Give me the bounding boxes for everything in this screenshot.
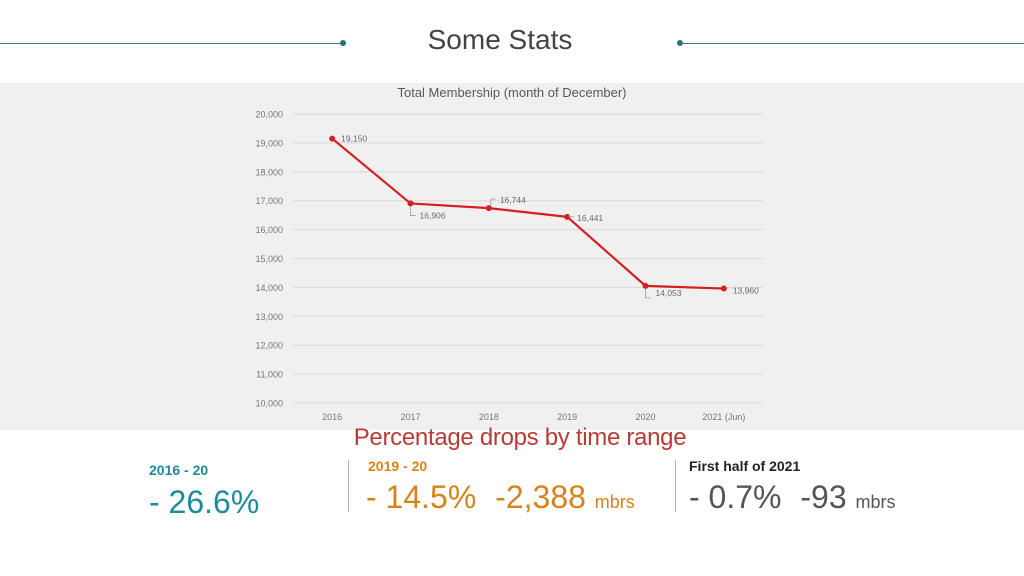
y-tick-label: 13,000	[255, 312, 283, 322]
data-label: 16,906	[420, 210, 446, 220]
range-percent-first-half-2021: - 0.7% -93 mbrs	[689, 479, 896, 516]
x-tick-label: 2021 (Jun)	[702, 412, 745, 422]
data-label: 16,744	[500, 195, 526, 205]
y-tick-label: 14,000	[255, 283, 283, 293]
member-drop: -93	[800, 479, 847, 515]
y-tick-label: 11,000	[256, 370, 283, 380]
data-point	[564, 213, 571, 220]
y-tick-label: 12,000	[255, 341, 283, 351]
header-rule-left	[0, 43, 343, 44]
member-drop: -2,388	[495, 479, 586, 515]
chart-area	[0, 83, 1024, 430]
series-line	[331, 137, 724, 290]
data-label-leader	[568, 214, 575, 218]
header-rule-right	[680, 43, 1024, 44]
divider-right	[675, 460, 676, 512]
drops-title: Percentage drops by time range	[353, 424, 687, 451]
data-label: 14,053	[656, 288, 682, 298]
range-label-first-half-2021: First half of 2021	[689, 458, 801, 474]
membership-line-chart: Total Membership (month of December) 10,…	[255, 85, 763, 422]
range-label-2019-20: 2019 - 20	[368, 458, 428, 474]
divider-left	[348, 460, 349, 512]
data-point	[642, 282, 649, 289]
y-tick-label: 18,000	[255, 167, 283, 177]
data-point	[407, 200, 414, 207]
percent-value: - 0.7%	[689, 479, 782, 515]
x-tick-label: 2019	[557, 412, 577, 422]
y-tick-label: 20,000	[255, 110, 283, 120]
x-tick-label: 2018	[479, 412, 499, 422]
percent-value: - 14.5%	[366, 479, 477, 515]
y-tick-label: 16,000	[255, 225, 283, 235]
data-point	[329, 135, 336, 142]
data-label: 13,960	[733, 286, 759, 296]
header-dot-left	[340, 40, 346, 46]
x-tick-label: 2016	[322, 412, 342, 422]
data-point	[485, 205, 492, 212]
y-tick-label: 17,000	[255, 196, 283, 206]
chart-title: Total Membership (month of December)	[397, 85, 626, 100]
x-tick-label: 2020	[635, 412, 655, 422]
y-tick-label: 15,000	[255, 254, 283, 264]
member-unit: mbrs	[855, 492, 896, 512]
page-title: Some Stats	[427, 24, 573, 55]
percent-value: - 26.6%	[149, 484, 260, 520]
y-tick-label: 19,000	[255, 138, 283, 148]
y-tick-label: 10,000	[255, 399, 283, 409]
x-tick-label: 2017	[400, 412, 420, 422]
data-label-leader	[645, 288, 651, 299]
data-point	[720, 285, 727, 292]
member-unit: mbrs	[594, 492, 635, 512]
data-label-leader	[490, 198, 496, 207]
data-label: 19,150	[341, 134, 367, 144]
range-percent-2016-20: - 26.6%	[149, 484, 259, 521]
data-label-leader	[410, 206, 416, 216]
data-label: 16,441	[577, 213, 603, 223]
range-percent-2019-20: - 14.5% -2,388 mbrs	[366, 479, 635, 516]
range-label-2016-20: 2016 - 20	[149, 462, 209, 478]
